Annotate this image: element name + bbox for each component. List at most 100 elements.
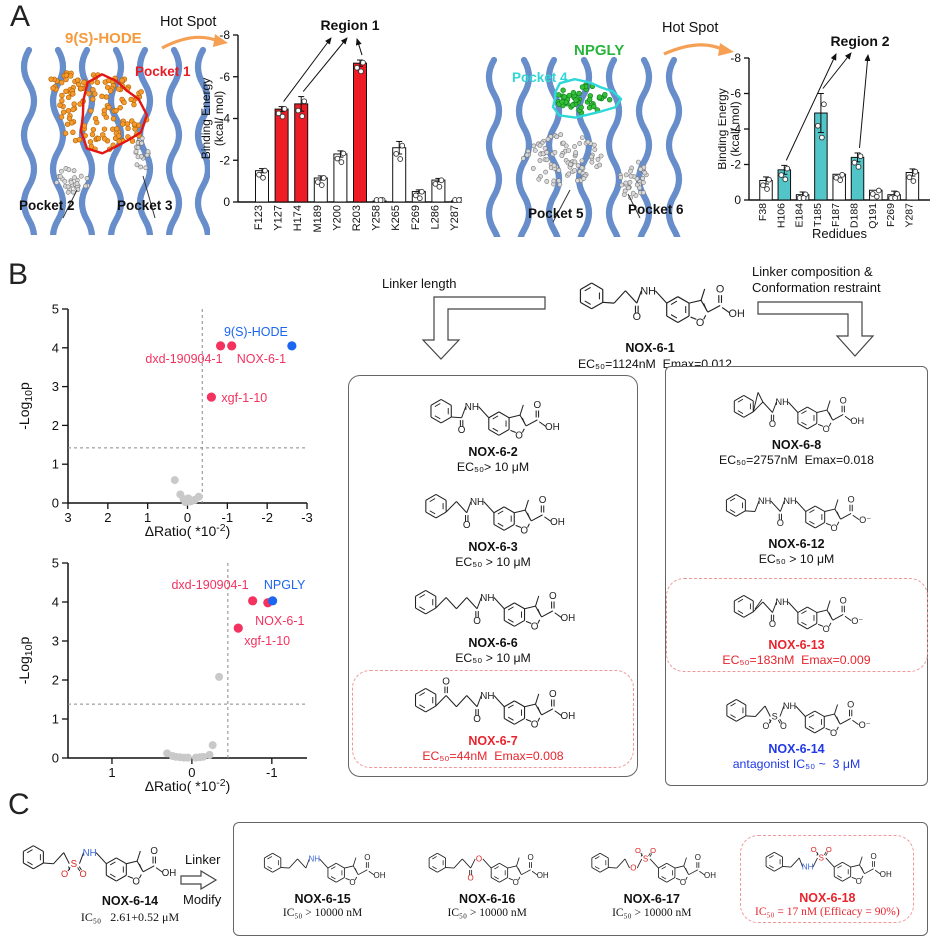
svg-text:O: O (468, 874, 474, 883)
svg-text:3: 3 (64, 510, 71, 525)
svg-text:L286: L286 (429, 205, 441, 229)
svg-text:OH: OH (560, 712, 575, 723)
compound-card-NOX-6-16: O O O O OH NOX-6-16 IC₅₀ > 10000 nM (411, 839, 563, 919)
compound-potency: EC₅₀=44nM Emax=0.008 (422, 749, 564, 764)
svg-text:O: O (349, 878, 355, 887)
arrow-label-linker-length: Linker length (382, 276, 457, 291)
svg-text:K265: K265 (390, 205, 402, 231)
svg-text:F269: F269 (410, 205, 422, 230)
compound-card-NOX-6-14: S O O NH O O O⁻ NOX-6-14 antagonist IC₅₀ ~ 3 μM (677, 685, 917, 771)
compound-potency: EC₅₀> 10 μM (456, 459, 530, 474)
compound-potency: EC₅₀=2757nM Emax=0.018 (719, 453, 874, 468)
svg-text:5: 5 (52, 556, 59, 571)
svg-text:O: O (650, 846, 656, 855)
svg-text:O: O (768, 419, 775, 429)
compound-potency: IC₅₀ > 10000 nM (612, 907, 692, 919)
svg-text:O: O (549, 591, 557, 602)
compound-name: NOX-6-7 (468, 734, 518, 749)
svg-text:0: 0 (223, 195, 230, 209)
compound-card-NOX-6-2: O NH O O OH NOX-6-2 EC₅₀> 10 μM (363, 384, 623, 474)
compound-name: NOX-6-15 (294, 892, 351, 906)
svg-text:0: 0 (52, 496, 59, 511)
svg-text:0: 0 (734, 193, 741, 207)
volcano-plot-1: 0 1 2 3 4 5 3 2 1 0 -1 -2 -3 dxd-190904-1 NOX-6-1 xgf-1… (16, 302, 313, 540)
pocket5-label: Pocket 5 (528, 206, 584, 221)
molecule-structure: NH O NH O O O⁻ (725, 493, 871, 533)
compound-potency: IC₅₀ 2.61+0.52 μM (80, 910, 180, 924)
svg-text:NH: NH (775, 597, 788, 607)
bar-R203 (353, 62, 367, 203)
svg-text:-2: -2 (730, 158, 741, 172)
compound-potency: antagonist IC₅₀ ~ 3 μM (732, 756, 861, 771)
data-point (179, 753, 188, 762)
data-point (248, 596, 258, 606)
data-point (208, 741, 217, 750)
compound-box-linker-modify: NH O O OH NOX-6-15 IC₅₀ > 10000 nM O O O O OH NOX-6… (233, 822, 928, 936)
svg-text:O: O (635, 846, 641, 855)
svg-text:O: O (515, 430, 523, 441)
svg-text:ΔRatio( *10-2): ΔRatio( *10-2) (145, 522, 231, 539)
svg-text:O: O (633, 311, 641, 323)
compound-card-NOX-6-6: O NH O O OH NOX-6-6 EC₅₀ > 10 μM (363, 575, 623, 665)
compound-name: NOX-6-12 (768, 536, 825, 551)
svg-text:-2: -2 (261, 510, 273, 525)
svg-text:O: O (822, 424, 829, 434)
compound-card-NOX-6-7: O O NH O O OH NOX-6-7 EC₅₀=44nM Emax=0.008 (363, 673, 623, 763)
compound-potency: IC₅₀ > 10000 nM (447, 907, 527, 919)
svg-text:O: O (680, 878, 686, 887)
compound-name: NOX-6-16 (459, 892, 516, 906)
svg-text:O: O (364, 853, 370, 862)
svg-text:Redidues: Redidues (812, 226, 867, 241)
svg-text:O: O (695, 853, 701, 862)
svg-text:O: O (811, 845, 817, 854)
svg-text:F38: F38 (757, 203, 769, 221)
svg-text:O: O (473, 616, 481, 627)
svg-text:O⁻: O⁻ (859, 515, 871, 525)
svg-text:NH: NH (783, 496, 796, 506)
data-point (215, 341, 226, 351)
svg-text:R203: R203 (351, 205, 363, 231)
data-point (184, 494, 193, 503)
svg-text:M189: M189 (312, 205, 324, 233)
compound-potency: IC₅₀ = 17 nM (Efficacy = 90%) (755, 906, 900, 918)
compound-potency: IC₅₀ > 10000 nM (282, 907, 363, 919)
svg-text:-2: -2 (219, 153, 230, 167)
compound-name: NOX-6-8 (771, 438, 822, 453)
svg-text:O: O (80, 869, 87, 879)
compound-potency: EC₅₀ > 10 μM (455, 650, 531, 665)
svg-text:3: 3 (52, 634, 59, 649)
svg-text:O: O (534, 400, 542, 411)
protein-ribbon-image (20, 46, 210, 235)
svg-text:3: 3 (52, 379, 59, 394)
svg-text:-6: -6 (730, 87, 741, 101)
compound-name: NOX-6-17 (623, 892, 680, 906)
svg-text:Y287: Y287 (449, 205, 461, 231)
svg-text:xgf-1-10: xgf-1-10 (221, 391, 267, 405)
svg-text:O: O (839, 396, 846, 406)
pocket3-label: Pocket 3 (117, 198, 173, 213)
svg-text:NPGLY: NPGLY (264, 578, 306, 592)
svg-text:F269: F269 (885, 203, 897, 227)
svg-text:D188: D188 (849, 203, 861, 228)
svg-text:Binding Energy: Binding Energy (200, 78, 213, 159)
svg-text:O: O (630, 864, 636, 873)
svg-text:-8: -8 (730, 51, 741, 65)
svg-text:T185: T185 (812, 203, 824, 227)
svg-text:O: O (539, 495, 547, 506)
svg-text:OH: OH (537, 871, 549, 880)
svg-text:O: O (716, 284, 724, 296)
svg-text:O: O (531, 720, 539, 731)
svg-text:O: O (463, 520, 471, 531)
svg-text:OH: OH (545, 422, 560, 433)
compound-card-NOX-6-13: O NH O O O⁻ NOX-6-13 EC₅₀=183nM Emax=0.009 (677, 581, 917, 667)
svg-text:(kcal/ mol): (kcal/ mol) (728, 101, 742, 156)
data-point (205, 750, 214, 759)
svg-text:O: O (696, 317, 704, 329)
bar-Y127 (274, 108, 289, 203)
svg-text:E184: E184 (794, 203, 806, 228)
